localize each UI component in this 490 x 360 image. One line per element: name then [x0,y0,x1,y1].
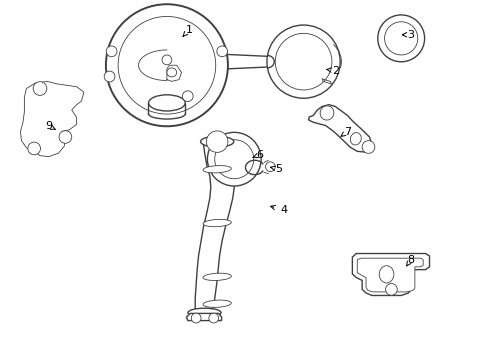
Text: 7: 7 [344,127,351,136]
Ellipse shape [203,273,231,280]
Circle shape [275,33,332,90]
Text: 2: 2 [332,66,339,76]
Polygon shape [352,253,430,296]
Circle shape [162,55,172,65]
Text: 5: 5 [276,164,283,174]
Ellipse shape [203,300,231,307]
Ellipse shape [203,166,231,173]
Text: 4: 4 [280,206,288,216]
Ellipse shape [200,136,234,147]
Circle shape [182,91,193,102]
Circle shape [386,284,397,295]
Ellipse shape [188,308,221,317]
Polygon shape [21,81,84,157]
Circle shape [217,46,227,57]
Circle shape [28,142,41,155]
Circle shape [106,46,117,57]
Text: 9: 9 [45,121,52,131]
Text: 8: 8 [407,255,415,265]
Circle shape [207,132,261,186]
Ellipse shape [379,266,394,283]
Text: 6: 6 [256,150,263,160]
Circle shape [118,17,216,114]
Circle shape [267,25,340,98]
Circle shape [191,313,201,323]
Circle shape [59,131,72,143]
Ellipse shape [203,219,231,227]
Circle shape [378,15,425,62]
Polygon shape [357,258,423,292]
Circle shape [385,22,418,55]
Circle shape [209,313,219,323]
Text: 1: 1 [185,25,193,35]
Circle shape [362,141,375,153]
Ellipse shape [320,106,334,120]
Ellipse shape [148,95,185,111]
Circle shape [206,131,228,152]
Text: 3: 3 [408,30,415,40]
Polygon shape [186,314,221,320]
Circle shape [106,4,228,126]
Ellipse shape [167,68,177,77]
Polygon shape [308,105,372,152]
Circle shape [33,82,47,95]
Circle shape [215,140,254,179]
Circle shape [266,162,275,172]
Ellipse shape [350,132,361,145]
Circle shape [104,71,115,82]
Ellipse shape [385,27,417,48]
